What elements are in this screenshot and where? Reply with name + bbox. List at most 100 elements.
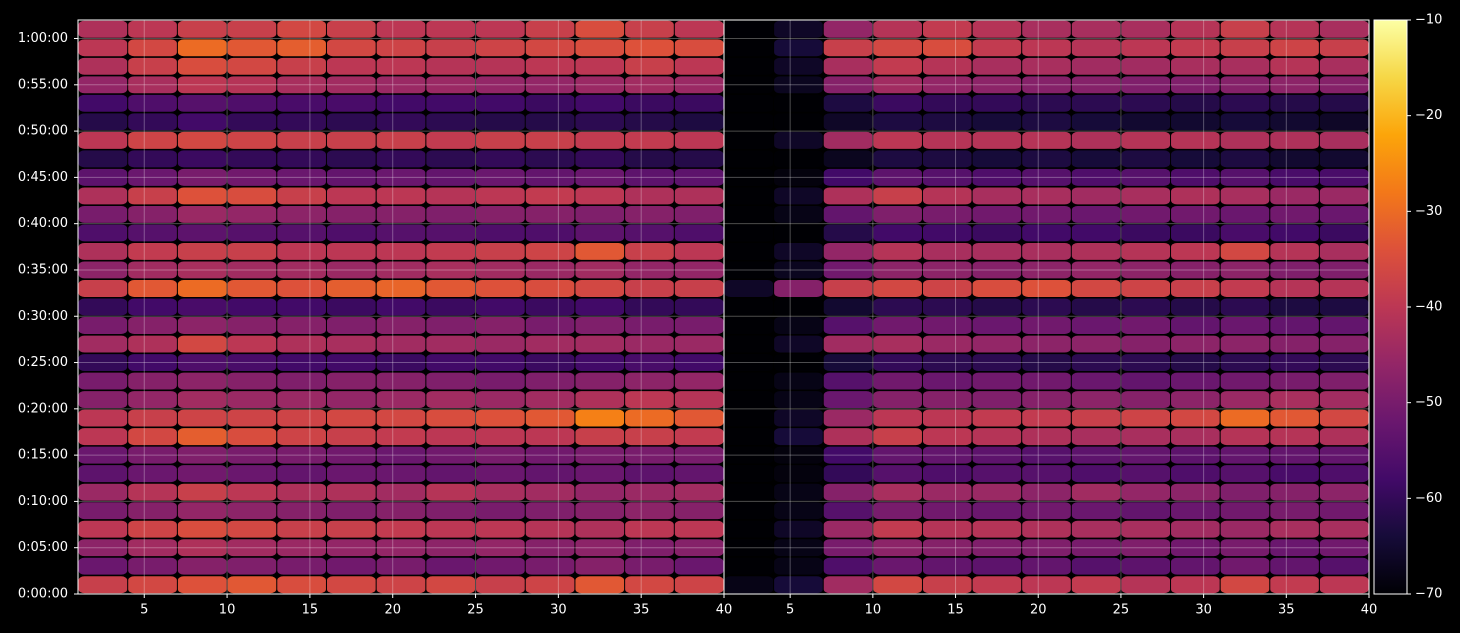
heatmap-cell <box>1071 354 1121 372</box>
heatmap-cell <box>1071 168 1121 186</box>
heatmap-cell <box>922 131 972 149</box>
heatmap-cell <box>78 335 128 353</box>
heatmap-cell <box>1171 242 1220 260</box>
heatmap-cell <box>1022 150 1071 168</box>
heatmap-cell <box>873 261 922 279</box>
heatmap-cell <box>724 131 774 149</box>
heatmap-cell <box>525 483 575 501</box>
x-tick-label: 20 <box>384 603 401 618</box>
heatmap-cell <box>1071 224 1121 242</box>
heatmap-cell <box>426 150 476 168</box>
heatmap-cell <box>1319 539 1369 557</box>
heatmap-cell <box>575 280 625 297</box>
heatmap-cell <box>525 520 575 538</box>
heatmap-cell <box>1171 502 1220 520</box>
heatmap-cell <box>1022 446 1071 464</box>
heatmap-cell <box>774 20 823 38</box>
heatmap-cell <box>426 483 476 501</box>
heatmap-cell <box>177 298 227 316</box>
heatmap-cell <box>674 502 724 520</box>
y-tick-label: 0:30:00 <box>18 309 68 324</box>
heatmap-cell <box>227 317 277 334</box>
heatmap-cell <box>277 372 326 390</box>
heatmap-cell <box>128 465 177 483</box>
heatmap-cell <box>376 131 426 149</box>
heatmap-cell <box>476 409 525 427</box>
heatmap-cell <box>78 354 128 372</box>
heatmap-cell <box>476 354 525 372</box>
heatmap-cell <box>78 187 128 205</box>
heatmap-cell <box>575 205 625 223</box>
heatmap-cell <box>426 409 476 427</box>
heatmap-cell <box>1071 205 1121 223</box>
heatmap-cell <box>78 465 128 483</box>
heatmap-cell <box>376 76 426 94</box>
heatmap-cell <box>376 39 426 57</box>
heatmap-cell <box>1121 502 1171 520</box>
heatmap-cell <box>1319 280 1369 297</box>
heatmap-cell <box>873 539 922 557</box>
heatmap-cell <box>1220 76 1270 94</box>
heatmap-cell <box>1270 372 1319 390</box>
heatmap-cell <box>525 131 575 149</box>
heatmap-cell <box>128 224 177 242</box>
heatmap-cell <box>525 168 575 186</box>
heatmap-cell <box>1319 409 1369 427</box>
heatmap-cell <box>674 57 724 75</box>
heatmap-cell <box>277 39 326 57</box>
heatmap-cell <box>1270 557 1319 575</box>
heatmap-cell <box>1121 20 1171 38</box>
heatmap-cell <box>78 113 128 131</box>
heatmap-cell <box>575 557 625 575</box>
heatmap-cell <box>1270 354 1319 372</box>
heatmap-cell <box>525 94 575 112</box>
heatmap-cell <box>1319 502 1369 520</box>
heatmap-cell <box>774 354 823 372</box>
x-tick-label: 15 <box>302 603 319 618</box>
heatmap-cell <box>326 428 376 446</box>
heatmap-cell <box>227 335 277 353</box>
heatmap-cell <box>525 335 575 353</box>
heatmap-cell <box>78 502 128 520</box>
heatmap-cell <box>326 409 376 427</box>
heatmap-cell <box>1171 520 1220 538</box>
heatmap-cell <box>972 520 1022 538</box>
heatmap-cell <box>922 317 972 334</box>
heatmap-cell <box>823 57 873 75</box>
heatmap-cell <box>575 242 625 260</box>
heatmap-cell <box>227 242 277 260</box>
heatmap-cell <box>326 446 376 464</box>
heatmap-cell <box>376 576 426 594</box>
heatmap-cell <box>625 57 674 75</box>
heatmap-cell <box>426 391 476 409</box>
heatmap-cell <box>227 20 277 38</box>
heatmap-cell <box>972 557 1022 575</box>
heatmap-cell <box>774 261 823 279</box>
x-tick-label: 20 <box>1030 603 1047 618</box>
heatmap-cell <box>774 113 823 131</box>
heatmap-cell <box>1270 483 1319 501</box>
heatmap-cell <box>1220 168 1270 186</box>
heatmap-cell <box>724 391 774 409</box>
heatmap-cell <box>823 39 873 57</box>
heatmap-cell <box>128 317 177 334</box>
heatmap-cell <box>128 94 177 112</box>
heatmap-cell <box>1121 150 1171 168</box>
heatmap-cell <box>873 372 922 390</box>
heatmap-cell <box>277 335 326 353</box>
heatmap-cell <box>326 131 376 149</box>
y-tick-label: 0:45:00 <box>18 170 68 185</box>
heatmap-cell <box>873 354 922 372</box>
heatmap-cell <box>1121 242 1171 260</box>
heatmap-cell <box>1171 187 1220 205</box>
heatmap-cell <box>1121 261 1171 279</box>
heatmap-cell <box>873 113 922 131</box>
heatmap-cell <box>1121 335 1171 353</box>
heatmap-cell <box>1171 39 1220 57</box>
heatmap-cell <box>227 224 277 242</box>
heatmap-cell <box>376 224 426 242</box>
heatmap-cell <box>972 150 1022 168</box>
heatmap-cell <box>1071 539 1121 557</box>
heatmap-cell <box>823 409 873 427</box>
heatmap-cell <box>426 20 476 38</box>
